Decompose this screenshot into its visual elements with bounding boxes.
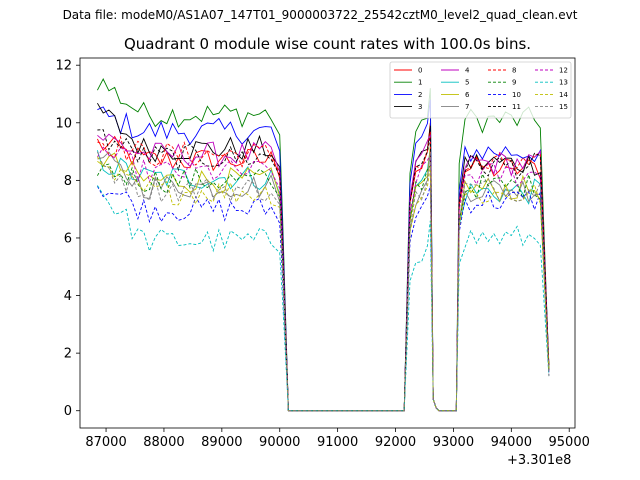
plot-area bbox=[80, 58, 575, 428]
series-line-15 bbox=[96, 151, 550, 412]
y-tick-label: 12 bbox=[55, 59, 72, 74]
figure-suptitle: Data file: modeM0/AS1A07_147T01_90000037… bbox=[62, 8, 578, 22]
legend-label-14: 14 bbox=[559, 91, 568, 99]
x-tick-label: 89000 bbox=[201, 435, 242, 450]
x-axis: 87000 88000 89000 90000 91000 92000 93000 94000… bbox=[85, 428, 590, 450]
x-tick-label: 87000 bbox=[85, 435, 126, 450]
y-tick-label: 2 bbox=[64, 347, 72, 362]
x-axis-offset-label: +3.301e8 bbox=[507, 453, 572, 468]
chart-title: Quadrant 0 module wise count rates with … bbox=[123, 35, 532, 53]
x-tick-label: 92000 bbox=[375, 435, 416, 450]
legend-label-5: 5 bbox=[465, 79, 469, 87]
legend-label-1: 1 bbox=[418, 79, 422, 87]
x-tick-label: 91000 bbox=[317, 435, 358, 450]
legend-label-4: 4 bbox=[465, 67, 470, 75]
x-tick-label: 90000 bbox=[259, 435, 300, 450]
x-tick-label: 95000 bbox=[549, 435, 590, 450]
x-tick-label: 88000 bbox=[143, 435, 184, 450]
y-tick-label: 0 bbox=[64, 404, 72, 419]
legend-label-15: 15 bbox=[559, 103, 568, 111]
legend-label-6: 6 bbox=[465, 91, 470, 99]
legend-box bbox=[389, 61, 572, 119]
series-line-9 bbox=[97, 163, 550, 412]
y-tick-label: 10 bbox=[55, 116, 72, 131]
legend-label-3: 3 bbox=[418, 103, 422, 111]
legend-label-13: 13 bbox=[559, 79, 568, 87]
y-tick-label: 4 bbox=[64, 289, 72, 304]
series-layer bbox=[96, 77, 550, 412]
legend-label-2: 2 bbox=[418, 91, 422, 99]
legend-label-8: 8 bbox=[512, 67, 516, 75]
legend-label-12: 12 bbox=[559, 67, 568, 75]
legend-label-11: 11 bbox=[512, 103, 521, 111]
legend-label-7: 7 bbox=[465, 103, 469, 111]
legend-label-9: 9 bbox=[512, 79, 516, 87]
legend-label-10: 10 bbox=[512, 91, 521, 99]
y-axis: 0 2 4 6 8 10 12 bbox=[55, 59, 80, 419]
series-line-10 bbox=[97, 185, 550, 412]
x-tick-label: 94000 bbox=[491, 435, 532, 450]
y-tick-label: 8 bbox=[64, 174, 72, 189]
y-tick-label: 6 bbox=[64, 231, 72, 246]
plot-frame bbox=[79, 57, 576, 429]
legend-label-0: 0 bbox=[418, 67, 422, 75]
series-line-14 bbox=[97, 156, 550, 412]
x-tick-label: 93000 bbox=[433, 435, 474, 450]
